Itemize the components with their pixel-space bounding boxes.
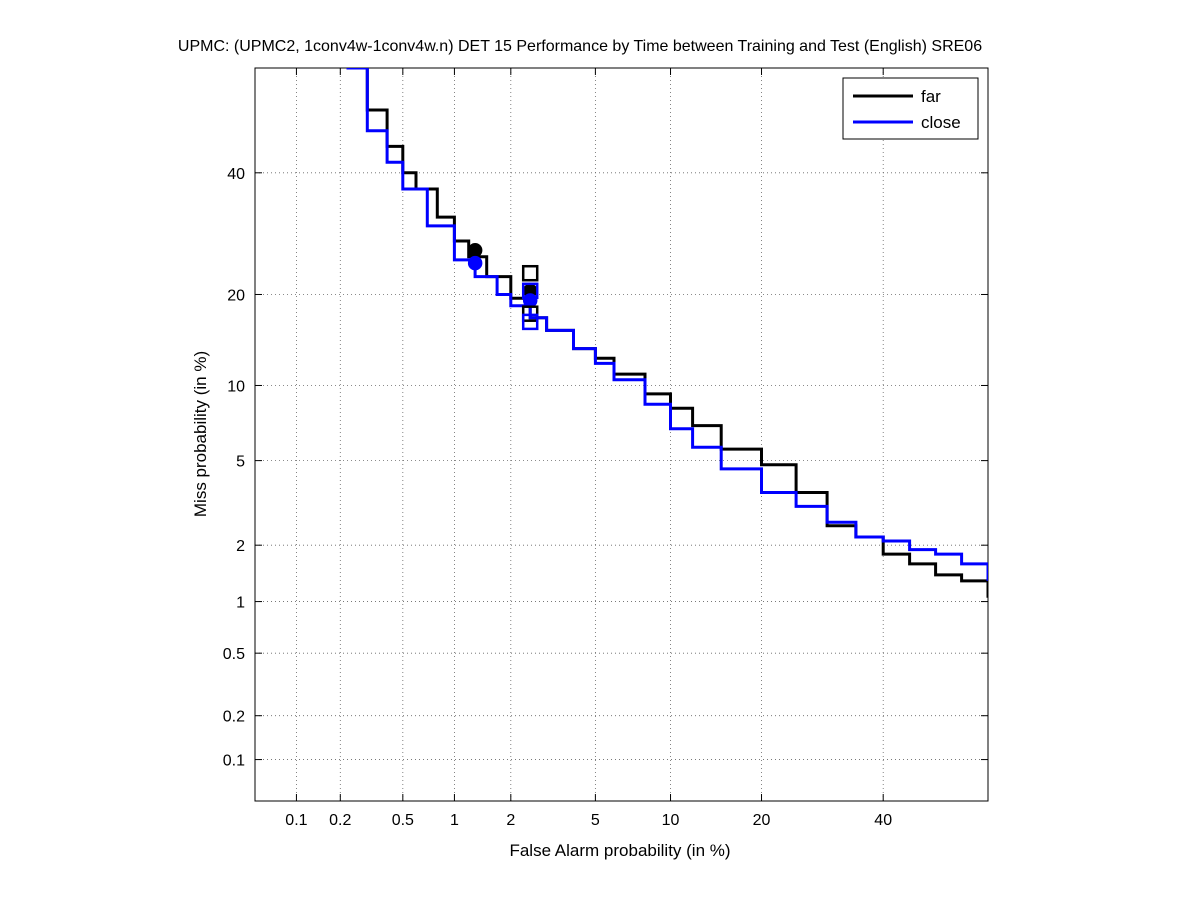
y-tick-label: 2 (236, 538, 245, 555)
marker-circle-close (467, 255, 483, 271)
x-tick-label: 0.2 (329, 812, 351, 829)
x-tick-label: 5 (591, 812, 600, 829)
y-tick-label: 20 (227, 287, 245, 304)
legend-box (842, 77, 979, 140)
y-tick-label: 10 (227, 378, 245, 395)
y-axis-label: Miss probability (in %) (191, 351, 210, 517)
legend-label-close: close (921, 113, 961, 132)
marker-square-close (521, 313, 539, 331)
y-tick-label: 0.2 (223, 709, 245, 726)
x-axis-label: False Alarm probability (in %) (509, 841, 730, 860)
marker-square-close (521, 282, 539, 300)
grid (255, 68, 988, 801)
marker-circle-close (522, 293, 538, 308)
series-line-close (346, 68, 988, 581)
x-tick-label: 0.1 (285, 812, 307, 829)
x-tick-label: 0.5 (392, 812, 414, 829)
x-tick-label: 10 (662, 812, 680, 829)
series-line-far (346, 68, 988, 598)
plot-frame (254, 67, 989, 802)
y-tick-label: 5 (236, 454, 245, 471)
operating-point-markers (467, 243, 539, 331)
marker-circle-far (467, 243, 483, 258)
x-tick-label: 20 (753, 812, 771, 829)
y-tick-label: 0.1 (223, 753, 245, 770)
y-tick-label: 0.5 (223, 646, 245, 663)
legend-label-far: far (921, 87, 941, 106)
y-tick-label: 1 (236, 595, 245, 612)
series-lines (346, 68, 988, 598)
y-tick-label: 40 (227, 166, 245, 183)
x-axis-ticks: 0.1 0.2 0.5 1 2 5 10 20 40 (285, 68, 892, 829)
x-tick-label: 1 (450, 812, 459, 829)
x-tick-label: 40 (874, 812, 892, 829)
legend: far close (842, 77, 979, 140)
x-tick-label: 2 (506, 812, 515, 829)
marker-square-far (521, 264, 539, 282)
y-axis-ticks: 0.1 0.2 0.5 1 2 5 10 20 40 (223, 166, 988, 770)
chart-title: UPMC: (UPMC2, 1conv4w-1conv4w.n) DET 15 … (178, 38, 982, 55)
